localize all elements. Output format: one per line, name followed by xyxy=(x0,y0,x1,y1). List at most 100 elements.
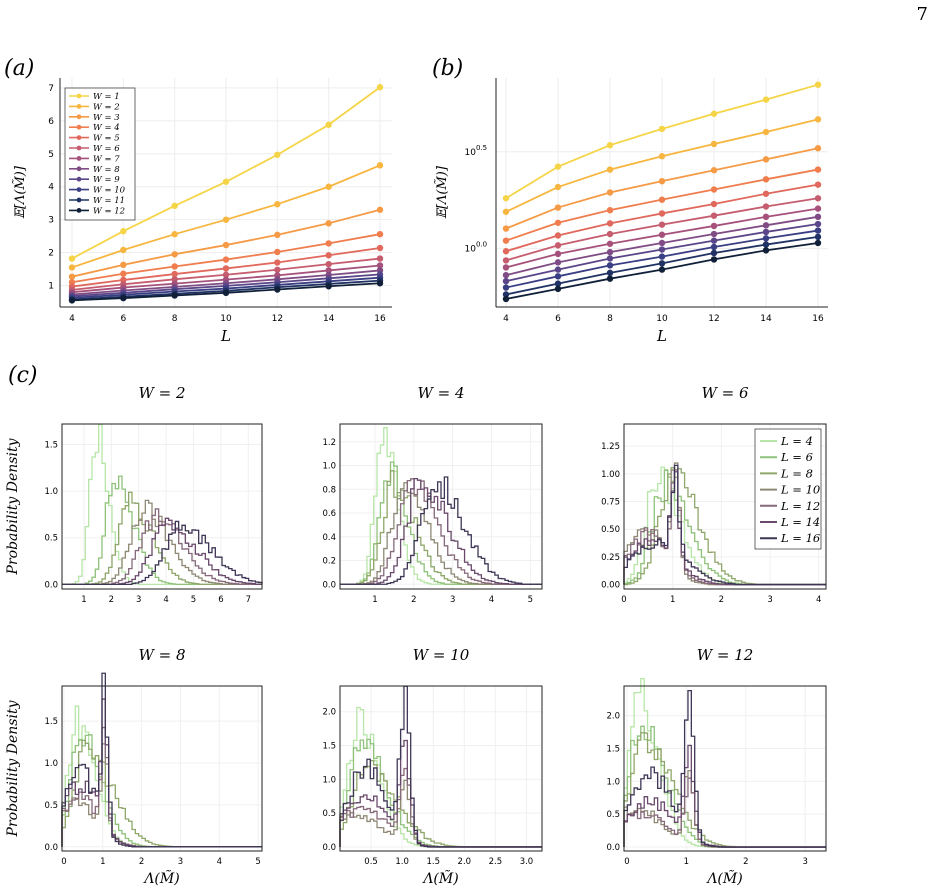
data-point xyxy=(762,247,770,254)
x-tick-label: 2 xyxy=(411,595,416,605)
data-point xyxy=(814,239,822,247)
data-point xyxy=(658,196,666,203)
data-point xyxy=(502,248,510,255)
legend-label: W = 1 xyxy=(93,92,120,102)
data-point xyxy=(658,153,666,160)
x-tick-label: 4 xyxy=(69,314,75,324)
legend-marker xyxy=(76,124,82,130)
y-tick-label: 1 xyxy=(48,282,54,292)
y-tick-label: 0.5 xyxy=(44,801,58,811)
data-point xyxy=(274,151,281,158)
subplot-title: W = 8 xyxy=(138,646,185,664)
data-point xyxy=(502,208,510,215)
data-point xyxy=(171,230,178,238)
data-point xyxy=(606,230,614,238)
data-point xyxy=(710,200,718,208)
data-point xyxy=(376,230,384,238)
data-point xyxy=(120,246,127,254)
data-point xyxy=(171,202,178,210)
data-point xyxy=(376,262,384,269)
x-tick-label: 10 xyxy=(656,314,668,324)
subplot-frame xyxy=(623,685,827,852)
x-axis-label: Λ(M̃) xyxy=(142,869,179,887)
data-point xyxy=(814,81,822,88)
data-point xyxy=(814,205,822,212)
data-point xyxy=(274,259,281,266)
legend-label: W = 7 xyxy=(93,154,120,164)
x-axis-label: L xyxy=(656,327,667,345)
y-tick-label: 1.5 xyxy=(44,441,58,451)
data-point xyxy=(502,284,510,291)
y-tick-label: 1.2 xyxy=(322,438,336,448)
data-point xyxy=(606,189,614,196)
data-point xyxy=(325,183,332,190)
page-number: 7 xyxy=(916,4,928,25)
histogram-series xyxy=(61,672,262,848)
legend-label: W = 2 xyxy=(93,102,120,112)
histogram-series xyxy=(340,461,542,585)
x-tick-label: 14 xyxy=(323,314,335,324)
data-point xyxy=(171,270,178,278)
y-tick-label: 0.0 xyxy=(322,580,336,590)
data-point xyxy=(68,297,76,304)
histogram-series xyxy=(339,739,542,848)
data-point xyxy=(274,286,281,293)
histogram-series xyxy=(61,705,262,848)
data-point xyxy=(710,186,718,193)
data-point xyxy=(376,162,384,169)
x-tick-label: 1 xyxy=(100,857,105,867)
x-tick-label: 2 xyxy=(743,857,748,867)
y-axis-label: 𝔼[Λ(M̃)] xyxy=(434,165,450,219)
x-tick-label: 5 xyxy=(528,595,533,605)
legend-label: W = 10 xyxy=(93,186,126,196)
y-tick-label: 1.0 xyxy=(322,462,336,472)
legend-marker xyxy=(76,187,82,193)
subplot-frame xyxy=(61,685,263,852)
data-point xyxy=(658,239,666,247)
y-tick-label: 0.50 xyxy=(601,525,620,535)
data-point xyxy=(814,195,822,202)
data-point xyxy=(554,242,562,249)
x-tick-label: 1 xyxy=(372,595,377,605)
data-point xyxy=(502,195,510,202)
x-tick-label: 14 xyxy=(760,314,772,324)
data-point xyxy=(710,140,718,148)
y-tick-label: 10 xyxy=(465,148,477,158)
x-tick-label: 1.0 xyxy=(395,857,409,867)
data-point xyxy=(814,227,822,234)
subplot-frame xyxy=(339,423,543,590)
data-point xyxy=(762,213,770,221)
y-tick-label: 1.0 xyxy=(44,487,58,497)
x-tick-label: 12 xyxy=(708,314,719,324)
x-tick-label: 8 xyxy=(607,314,613,324)
data-point xyxy=(120,270,127,277)
subplot-frame xyxy=(61,423,263,590)
x-tick-label: 4 xyxy=(816,595,821,605)
data-point xyxy=(710,230,718,238)
data-point xyxy=(762,228,770,236)
data-point xyxy=(814,145,822,152)
x-tick-label: 1 xyxy=(81,595,86,605)
y-tick-label: 3 xyxy=(48,216,54,226)
data-point xyxy=(814,116,822,123)
data-point xyxy=(606,275,614,282)
y-tick-label: 0.00 xyxy=(601,581,620,591)
histogram-series xyxy=(339,767,542,848)
y-tick-label: 0.75 xyxy=(601,498,620,508)
x-tick-label: 1 xyxy=(670,595,675,605)
y-tick-label: 4 xyxy=(48,183,54,193)
data-point xyxy=(762,190,770,197)
data-point xyxy=(376,206,384,213)
y-tick-label: 1.0 xyxy=(322,775,336,785)
histogram-series xyxy=(340,482,542,585)
histogram-series xyxy=(340,476,542,585)
data-point xyxy=(68,273,76,280)
data-point xyxy=(171,292,178,299)
y-tick-label: 2.0 xyxy=(322,708,336,718)
histogram-series xyxy=(623,732,826,848)
data-point xyxy=(606,248,614,256)
x-tick-label: 1.5 xyxy=(426,857,440,867)
data-point xyxy=(325,240,332,247)
data-point xyxy=(554,183,562,191)
